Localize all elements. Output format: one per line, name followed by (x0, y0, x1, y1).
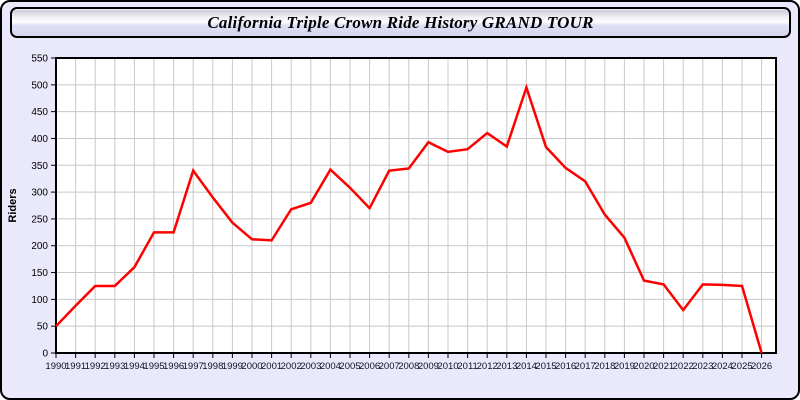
y-tick-label: 550 (31, 54, 48, 65)
x-tick-label: 2006 (359, 361, 380, 372)
x-tick-label: 2008 (398, 361, 419, 372)
x-tick-label: 1999 (222, 361, 243, 372)
x-tick-label: 2000 (241, 361, 262, 372)
x-tick-label: 1997 (183, 361, 204, 372)
x-tick-label: 2013 (496, 361, 517, 372)
x-tick-label: 2001 (261, 361, 282, 372)
chart-title-bar: California Triple Crown Ride History GRA… (10, 7, 791, 38)
y-axis-title: Riders (7, 188, 19, 222)
y-tick-label: 350 (31, 161, 48, 172)
x-tick-label: 2014 (516, 361, 537, 372)
y-tick-label: 100 (31, 295, 48, 306)
x-tick-label: 1990 (45, 361, 66, 372)
x-tick-label: 2020 (633, 361, 654, 372)
x-tick-label: 2009 (418, 361, 439, 372)
x-tick-label: 2002 (281, 361, 302, 372)
x-tick-label: 2016 (555, 361, 576, 372)
riders-data-line (55, 83, 763, 354)
x-tick-label: 1996 (163, 361, 184, 372)
y-tick-label: 500 (31, 80, 48, 91)
x-tick-label: 2017 (575, 361, 596, 372)
x-tick-label: 1998 (202, 361, 223, 372)
x-tick-label: 1994 (124, 361, 145, 372)
x-tick-label: 2018 (594, 361, 615, 372)
x-tick-label: 2022 (673, 361, 694, 372)
x-tick-label: 2003 (300, 361, 321, 372)
y-tick-label: 50 (37, 322, 49, 333)
x-tick-label: 2004 (320, 361, 341, 372)
x-tick-label: 2024 (712, 361, 733, 372)
y-tick-label: 450 (31, 107, 48, 118)
x-tick-label: 2025 (731, 361, 752, 372)
x-tick-label: 2005 (339, 361, 360, 372)
plot-area (56, 58, 776, 353)
y-tick-label: 0 (42, 349, 48, 360)
y-tick-label: 200 (31, 241, 48, 252)
y-tick-label: 150 (31, 268, 48, 279)
chart-title: California Triple Crown Ride History GRA… (207, 12, 594, 32)
x-tick-label: 2019 (614, 361, 635, 372)
y-tick-label: 250 (31, 214, 48, 225)
x-tick-label: 2026 (751, 361, 772, 372)
x-tick-label: 2015 (535, 361, 556, 372)
x-tick-label: 2011 (457, 361, 477, 372)
x-tick-label: 2007 (379, 361, 400, 372)
x-tick-label: 1993 (104, 361, 125, 372)
x-tick-label: 1991 (65, 361, 86, 372)
y-tick-label: 400 (31, 134, 48, 145)
x-tick-label: 2010 (437, 361, 458, 372)
x-tick-label: 1992 (85, 361, 106, 372)
x-tick-label: 2012 (477, 361, 498, 372)
y-tick-label: 300 (31, 188, 48, 199)
plot-border (55, 57, 777, 354)
x-tick-label: 2021 (653, 361, 674, 372)
x-tick-label: 1995 (143, 361, 164, 372)
x-tick-label: 2023 (692, 361, 713, 372)
